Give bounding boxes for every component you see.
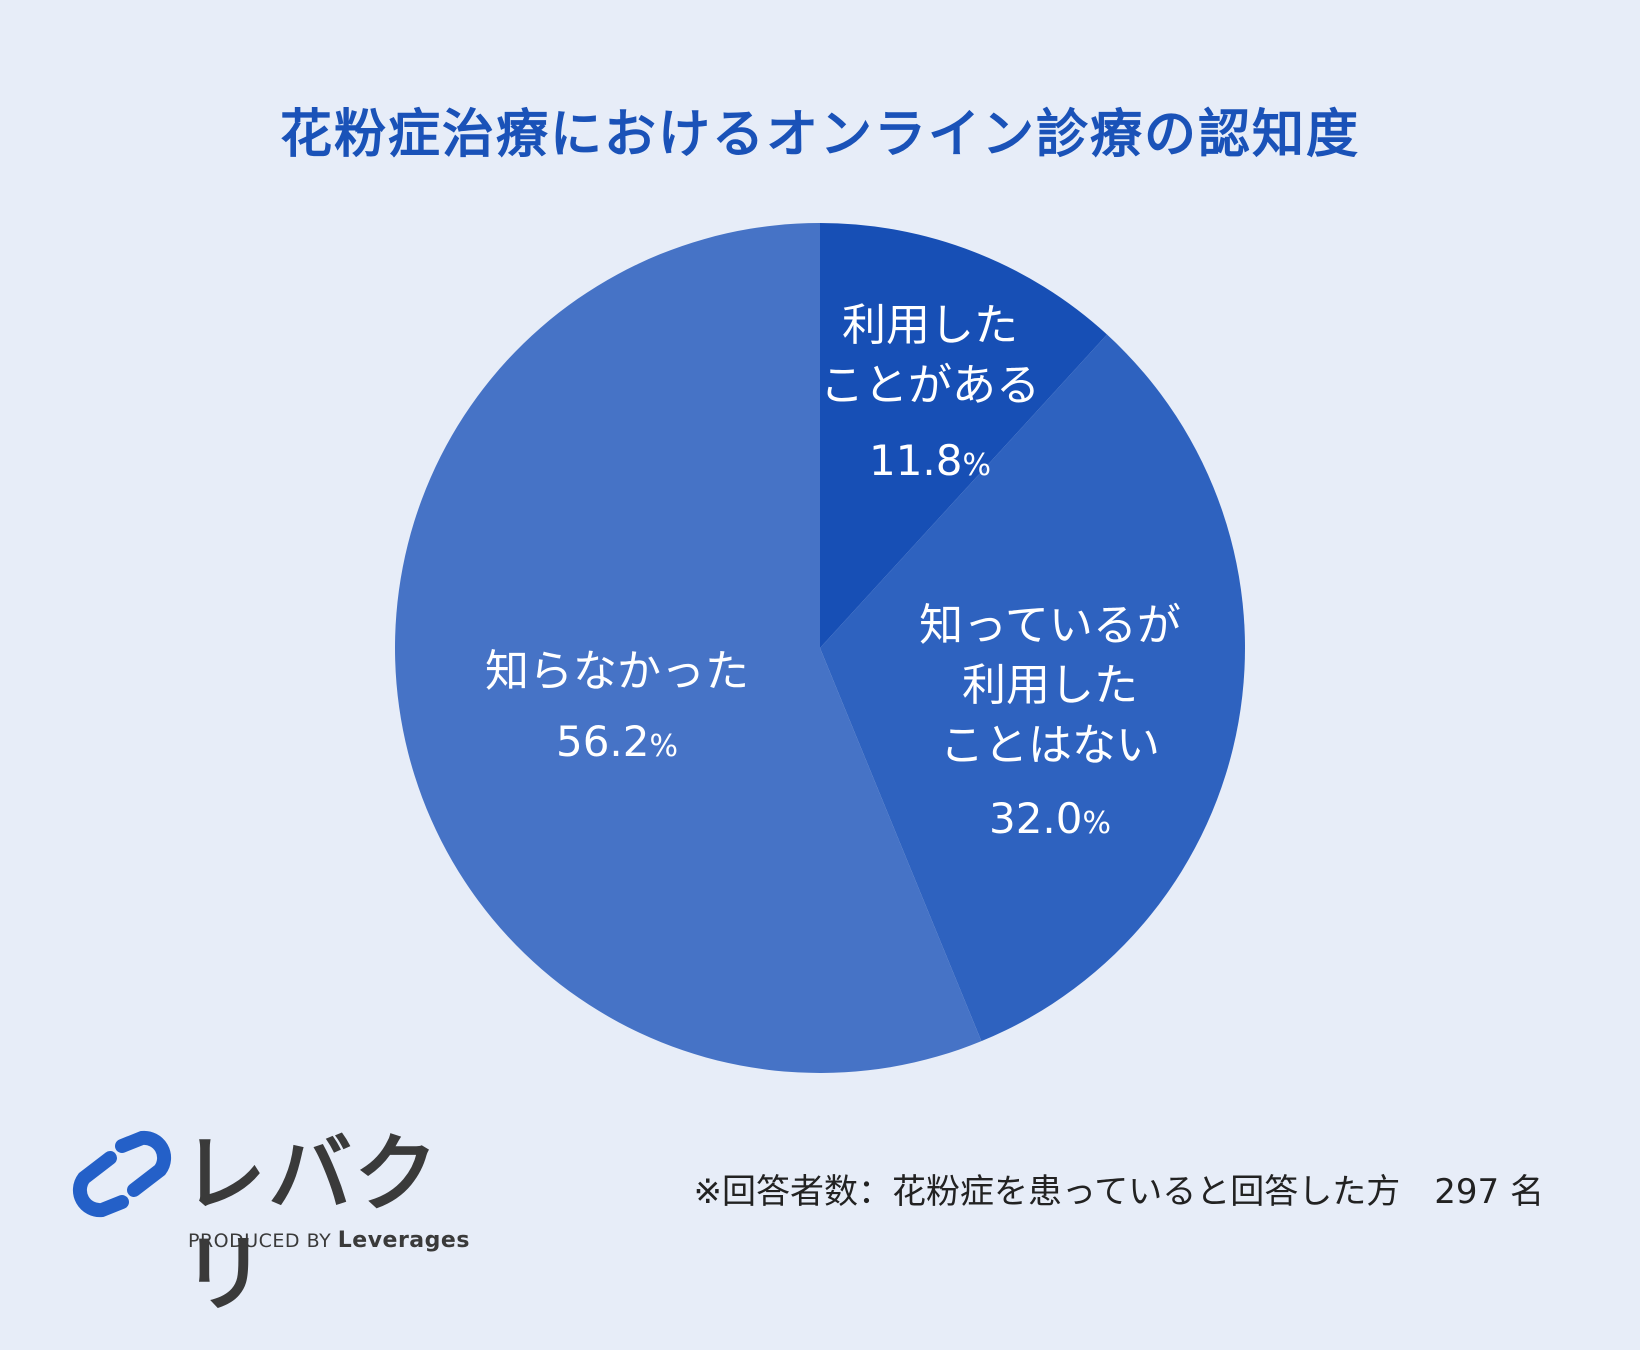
logo-tagline: PRODUCED BY Leverages (188, 1228, 470, 1253)
pill-link-icon (72, 1130, 172, 1218)
slice-label-not-known: 知らなかった (485, 646, 749, 697)
slice-percent-known-not-used: 32.0% (988, 794, 1112, 843)
pie-slice-known-not-used (820, 334, 1246, 1042)
slice-percent-used: 11.8% (868, 436, 992, 485)
slice-percent-not-known: 56.2% (555, 717, 679, 766)
pie-slice-used (820, 223, 1108, 648)
chart-title: 花粉症治療におけるオンライン診療の認知度 (279, 105, 1360, 165)
pie-slice-not-known (395, 223, 982, 1073)
slice-label-known-not-used: 知っているが 利用した ことはない (919, 600, 1181, 771)
respondent-footnote: ※回答者数：花粉症を患っていると回答した方 297 名 (693, 1172, 1545, 1212)
brand-logo: レバクリ PRODUCED BY Leverages (72, 1124, 472, 1323)
logo-wordmark: レバクリ (182, 1125, 441, 1323)
slice-label-used: 利用した ことがある (820, 300, 1040, 411)
